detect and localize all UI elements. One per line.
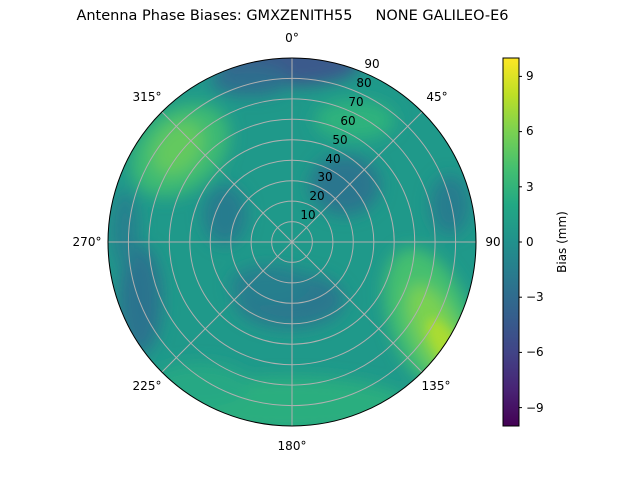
radius-label-50: 50 [332, 133, 348, 147]
plot-border [107, 57, 477, 427]
angular-gridlines [108, 58, 476, 426]
angle-label-180: 180° [277, 439, 307, 453]
angle-label-90: 90 [485, 235, 501, 249]
angle-label-270: 270° [72, 235, 102, 249]
radius-label-60: 60 [340, 114, 356, 128]
angle-label-225: 225° [132, 379, 162, 393]
colorbar-tick-minus3: −3 [526, 290, 544, 304]
colorbar-tick-minus9: −9 [526, 401, 544, 415]
angle-label-315: 315° [132, 90, 162, 104]
colorbar-tick-6: 6 [526, 124, 534, 138]
radius-label-80: 80 [356, 76, 372, 90]
radius-label-20: 20 [309, 189, 325, 203]
angle-label-135: 135° [421, 379, 451, 393]
colorbar-tick-0: 0 [526, 235, 534, 249]
colorbar-tick-minus6: −6 [526, 345, 544, 359]
radius-label-30: 30 [317, 170, 333, 184]
radius-label-10: 10 [300, 208, 316, 222]
angle-label-45: 45° [426, 90, 448, 104]
radius-label-90: 90 [364, 57, 380, 71]
chart-title: Antenna Phase Biases: GMXZENITH55 NONE G… [76, 8, 509, 24]
colorbar [502, 57, 522, 427]
colorbar-label: Bias (mm) [555, 211, 569, 273]
radius-label-40: 40 [325, 152, 341, 166]
colorbar-tick-9: 9 [526, 69, 534, 83]
colorbar-tick-3: 3 [526, 180, 534, 194]
radius-label-70: 70 [348, 95, 364, 109]
angle-label-0: 0° [285, 31, 299, 45]
